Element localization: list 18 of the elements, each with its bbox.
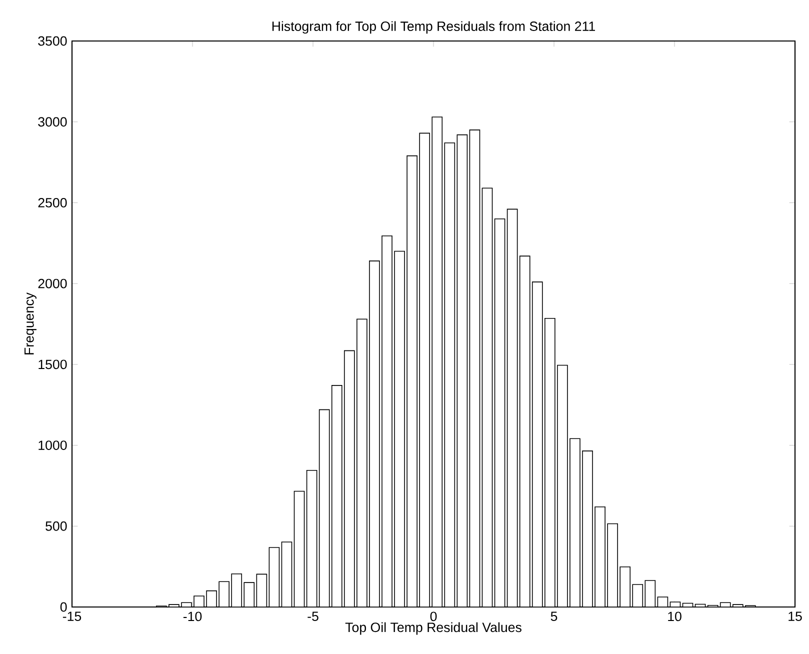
y-tick-label: 2500 <box>38 198 67 208</box>
y-tick-label: 0 <box>60 602 67 612</box>
x-tick-label: 15 <box>788 612 802 622</box>
y-tick-label: 2000 <box>38 278 67 288</box>
y-tick-label: 3500 <box>38 36 67 46</box>
y-tick-label: 3000 <box>38 117 67 127</box>
x-tick-label: 0 <box>430 612 437 622</box>
x-tick-label: -10 <box>183 612 202 622</box>
x-axis-title: Top Oil Temp Residual Values <box>345 622 522 635</box>
y-axis-title: Frequency <box>24 292 36 354</box>
y-tick-label: 500 <box>46 521 67 531</box>
y-tick-label: 1500 <box>38 360 67 370</box>
chart-title: Histogram for Top Oil Temp Residuals from Station 211 <box>272 21 595 34</box>
y-tick-label: 1000 <box>38 440 67 450</box>
x-tick-label: -5 <box>308 612 318 622</box>
x-tick-label: 10 <box>668 612 682 622</box>
x-tick-label: 5 <box>550 612 558 622</box>
x-tick-label: -15 <box>62 612 82 622</box>
